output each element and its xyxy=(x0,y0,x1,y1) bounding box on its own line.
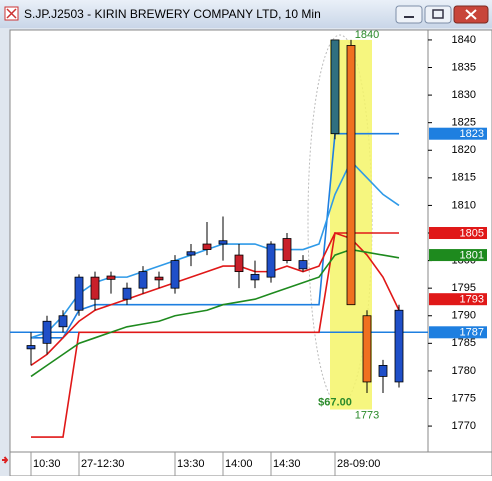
minimize-button[interactable] xyxy=(395,5,423,24)
y-tick-label: 1835 xyxy=(452,61,476,73)
y-tick-label: 1770 xyxy=(452,420,476,432)
app-icon-mark xyxy=(6,8,17,19)
candle-body xyxy=(234,254,244,273)
price-tag xyxy=(429,326,487,339)
candle-body xyxy=(106,275,116,280)
range-low-label: 1773 xyxy=(355,409,379,421)
price-tag-label: 1801 xyxy=(460,249,484,261)
maximize-button[interactable] xyxy=(424,5,452,24)
y-tick-label: 1780 xyxy=(452,365,476,377)
candle-body xyxy=(186,251,196,256)
time-axis xyxy=(9,451,492,477)
price-tag xyxy=(429,293,487,306)
candle-body xyxy=(298,260,308,270)
candle-body xyxy=(330,39,340,135)
price-tag-label: 1823 xyxy=(460,128,484,140)
candle-body xyxy=(346,45,356,306)
candle-body xyxy=(362,315,372,383)
candle-body xyxy=(122,287,132,300)
y-tick-label: 1775 xyxy=(452,392,476,404)
price-tag-label: 1793 xyxy=(460,294,484,306)
candle-body xyxy=(58,315,68,328)
y-tick-label: 1840 xyxy=(452,34,476,46)
range-high-label: 1840 xyxy=(355,29,379,41)
candle-body xyxy=(42,320,52,344)
x-tick-label: 13:30 xyxy=(177,458,205,470)
y-tick-label: 1785 xyxy=(452,337,476,349)
x-tick-label: 28-09:00 xyxy=(337,458,380,470)
candle-body xyxy=(74,276,84,311)
candle-body xyxy=(250,273,260,281)
candle-body xyxy=(170,260,180,289)
y-tick-label: 1790 xyxy=(452,310,476,322)
x-tick-label: 10:30 xyxy=(33,458,61,470)
candle-body xyxy=(202,243,212,250)
x-tick-label: 14:00 xyxy=(225,458,253,470)
candle-body xyxy=(266,243,276,278)
price-tag-label: 1787 xyxy=(460,327,484,339)
price-tag-label: 1805 xyxy=(460,227,484,239)
indicator-line xyxy=(30,248,400,378)
price-axis xyxy=(427,29,492,453)
candle-body xyxy=(282,238,292,261)
range-text: $67.00 xyxy=(318,396,352,408)
candle-body xyxy=(394,309,404,383)
y-tick-label: 1825 xyxy=(452,117,476,129)
candle-body xyxy=(90,276,100,300)
candle-body xyxy=(154,276,164,281)
candle-body xyxy=(26,345,36,350)
price-tag xyxy=(429,249,487,262)
y-tick-label: 1815 xyxy=(452,172,476,184)
window-title: S.JP.J2503 - KIRIN BREWERY COMPANY LTD, … xyxy=(24,7,321,21)
y-tick-label: 1810 xyxy=(452,199,476,211)
x-tick-label: 14:30 xyxy=(273,458,301,470)
candle-body xyxy=(378,364,388,377)
price-tag xyxy=(429,227,487,240)
indicator-line xyxy=(30,232,400,367)
y-tick-label: 1795 xyxy=(452,282,476,294)
scroll-arrow[interactable] xyxy=(2,456,9,464)
close-icon xyxy=(465,9,477,20)
y-tick-label: 1820 xyxy=(452,144,476,156)
price-tag xyxy=(429,127,487,140)
candle-body xyxy=(138,271,148,289)
maximize-icon xyxy=(432,9,444,19)
indicator-line xyxy=(31,232,399,438)
x-tick-label: 27-12:30 xyxy=(81,458,124,470)
candle-body xyxy=(218,240,228,245)
y-tick-label: 1830 xyxy=(452,89,476,101)
